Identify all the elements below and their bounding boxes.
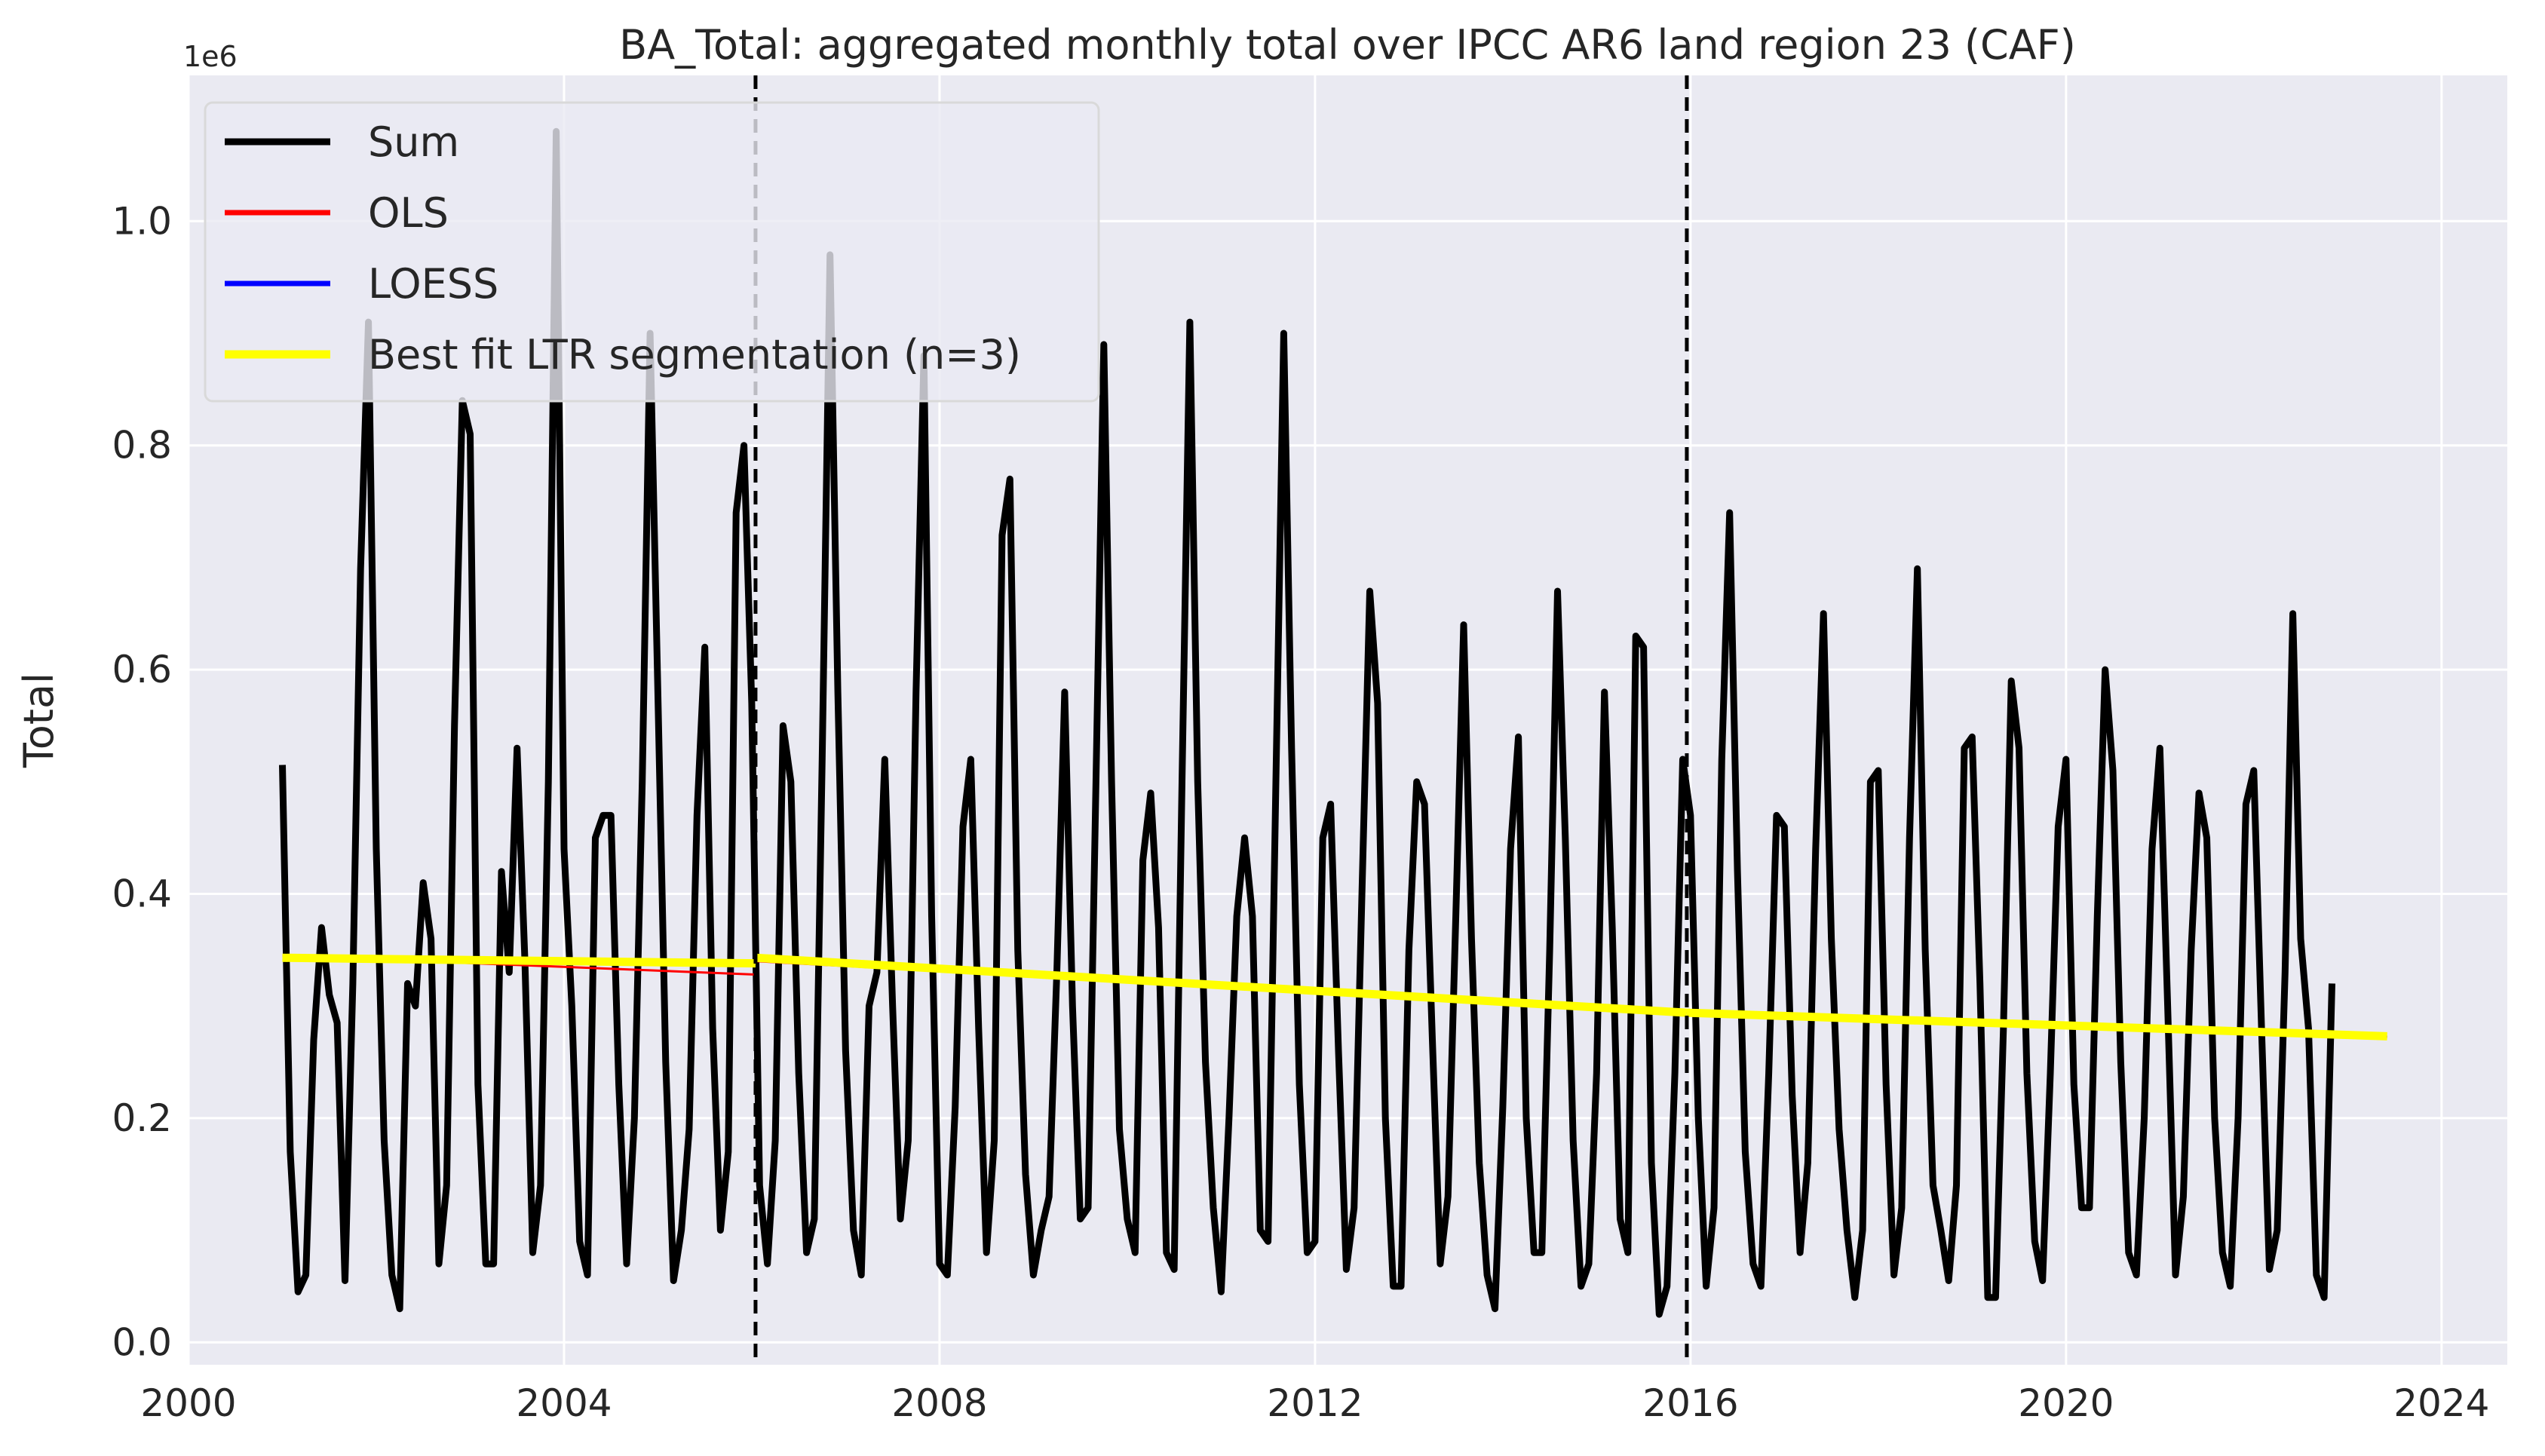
- x-tick-label: 2000: [140, 1381, 236, 1425]
- x-tick-label: 2008: [891, 1381, 987, 1425]
- x-tick-label: 2012: [1267, 1381, 1363, 1425]
- x-tick-label: 2024: [2393, 1381, 2489, 1425]
- x-axis: 2000 2004 2008 2012 2016 2020 2024: [140, 1381, 2489, 1425]
- series-line-sum: [279, 127, 2335, 1318]
- series-segment-best-fit-ltr-segmentation-n-3: [1686, 1008, 2387, 1041]
- chart-title: BA_Total: aggregated monthly total over …: [619, 21, 2076, 69]
- y-axis: 0.0 0.2 0.4 0.6 0.8 1.0: [112, 199, 172, 1364]
- legend-label: OLS: [368, 189, 449, 237]
- legend-label: LOESS: [368, 260, 498, 308]
- breakpoint-layer: [753, 75, 1689, 1365]
- legend: Sum OLS LOESS Best fit LTR segmentation (n=…: [204, 101, 1100, 403]
- series-segment-best-fit-ltr-segmentation-n-3: [282, 953, 756, 968]
- y-tick-label: 0.4: [112, 872, 172, 915]
- y-axis-label: Total: [15, 673, 63, 768]
- y-tick-label: 0.2: [112, 1096, 172, 1140]
- x-tick-label: 2016: [1642, 1381, 1738, 1425]
- legend-label: Sum: [368, 118, 459, 166]
- legend-label: Best fit LTR segmentation (n=3): [368, 331, 1021, 379]
- y-offset-label: 1e6: [183, 40, 238, 73]
- legend-box: [204, 101, 1100, 403]
- x-tick-label: 2004: [516, 1381, 612, 1425]
- x-tick-label: 2020: [2018, 1381, 2114, 1425]
- y-tick-label: 0.6: [112, 648, 172, 691]
- y-tick-label: 0.8: [112, 424, 172, 467]
- y-tick-label: 0.0: [112, 1320, 172, 1364]
- series-segment-best-fit-ltr-segmentation-n-3: [755, 953, 1688, 1017]
- series-layer: [279, 127, 2387, 1318]
- y-tick-label: 1.0: [112, 199, 172, 243]
